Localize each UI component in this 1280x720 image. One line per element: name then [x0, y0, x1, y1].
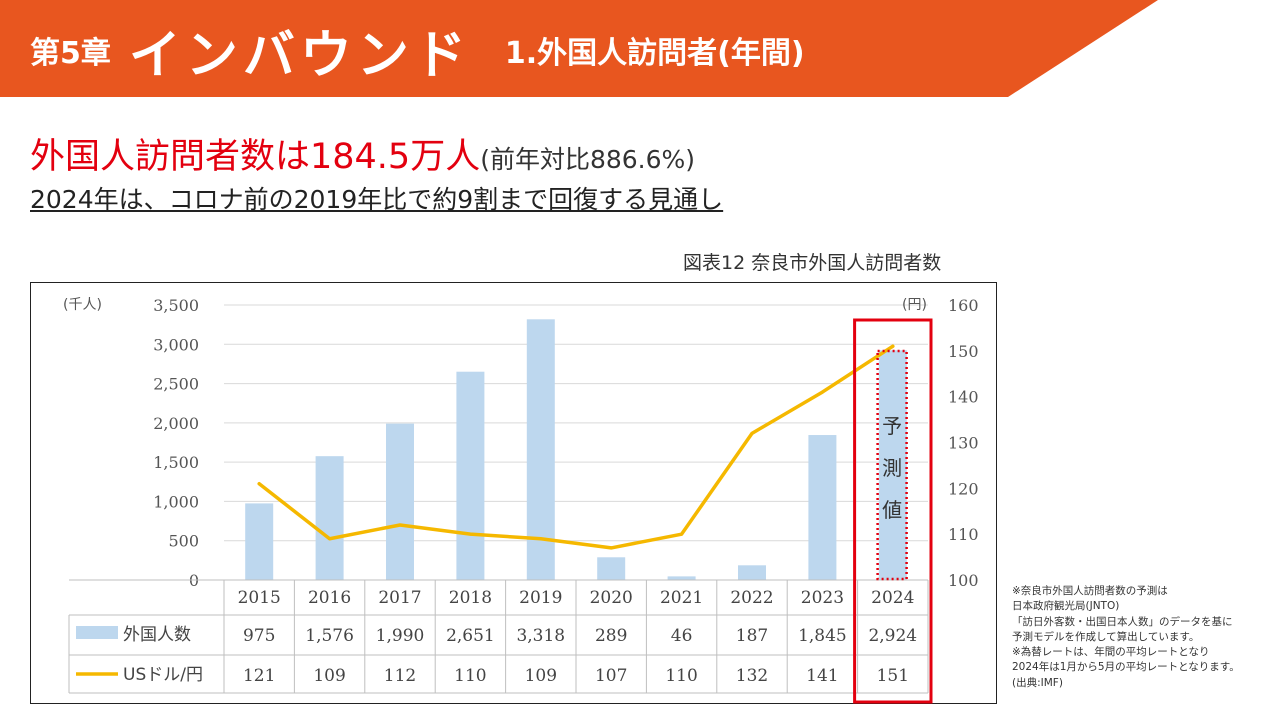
- legend-key-bars: [76, 626, 118, 639]
- table-cell: 975: [243, 626, 275, 646]
- footnote-line: ※為替レートは、年間の平均レートとなり: [1012, 646, 1210, 659]
- line-point: [820, 390, 824, 394]
- bar: [808, 435, 837, 580]
- y-right-tick-label: 160: [948, 296, 979, 315]
- y-right-axis-label: (円): [902, 297, 927, 313]
- footnote-line: 「訪日外客数・出国日本人数」のデータを基に: [1012, 615, 1233, 628]
- header-banner-shape: [0, 0, 1158, 97]
- line-point: [257, 482, 261, 486]
- line-point: [328, 537, 332, 541]
- y-right-tick-label: 100: [948, 571, 979, 590]
- line-point: [680, 532, 684, 536]
- forecast-label-char: 値: [882, 498, 902, 522]
- headline: 外国人訪問者数は184.5万人(前年対比886.6%): [30, 128, 695, 179]
- footnote-line: 2024年は1月から5月の平均レートとなります。: [1012, 661, 1240, 674]
- y-right-tick-label: 140: [948, 388, 979, 407]
- table-cell: 110: [454, 666, 486, 686]
- x-tick-label: 2016: [308, 588, 351, 608]
- exchange-rate-line: [257, 344, 895, 550]
- table-cell: 109: [313, 666, 345, 686]
- forecast-highlight-box: [853, 318, 933, 704]
- footnote-line: ※奈良市外国人訪問者数の予測は: [1012, 585, 1168, 597]
- headline-sub: 2024年は、コロナ前の2019年比で約9割まで回復する見通し: [30, 185, 724, 214]
- table-cell: 1,845: [798, 626, 847, 646]
- line-point: [609, 546, 613, 550]
- x-tick-label: 2019: [519, 588, 562, 608]
- header-banner: 第5章 インバウンド 1.外国人訪問者(年間): [0, 0, 1280, 97]
- bar: [597, 557, 626, 580]
- chapter-title: インバウンド: [128, 25, 471, 86]
- line-point: [750, 431, 754, 435]
- x-tick-label: 2015: [238, 588, 281, 608]
- bar: [878, 350, 907, 580]
- line-point: [539, 537, 543, 541]
- header-text: 第5章 インバウンド 1.外国人訪問者(年間): [30, 10, 805, 90]
- line-point: [891, 344, 895, 348]
- table-cell: 1,576: [305, 626, 354, 646]
- headline-note: (前年対比886.6%): [480, 145, 696, 174]
- table-cell: 107: [595, 666, 627, 686]
- x-tick-label: 2023: [801, 588, 844, 608]
- line-point: [398, 523, 402, 527]
- figure-title: 図表12 奈良市外国人訪問者数: [683, 252, 942, 274]
- x-tick-label: 2022: [730, 588, 773, 608]
- table-cell: 2,651: [446, 626, 495, 646]
- table-cell: 2,924: [868, 626, 917, 646]
- table-cell: 46: [671, 626, 693, 646]
- y-left-tick-label: 1,500: [153, 453, 199, 472]
- footnote-line: 日本政府観光局(JNTO): [1012, 600, 1120, 613]
- y-right-tick-label: 110: [948, 525, 979, 544]
- forecast-label: 予測値: [882, 414, 902, 522]
- chapter-subtitle: 1.外国人訪問者(年間): [504, 36, 805, 71]
- x-tick-label: 2021: [660, 588, 703, 608]
- x-tick-label: 2024: [871, 588, 914, 608]
- chart-frame: 0 500 1,000 1,500 2,000 2,500 3,000 3,500 100 110…: [30, 282, 997, 704]
- y-right-tick-label: 130: [948, 434, 979, 453]
- x-tick-label: 2017: [378, 588, 421, 608]
- footnote-line: 予測モデルを作成して算出しています。: [1012, 630, 1200, 643]
- y-left-tick-label: 500: [168, 532, 199, 551]
- y-left-axis-label: (千人): [63, 297, 102, 313]
- table-cell: 121: [243, 666, 275, 686]
- table-cell: 3,318: [516, 626, 565, 646]
- table-cell: 109: [525, 666, 557, 686]
- x-tick-label: 2020: [590, 588, 633, 608]
- table-cell: 141: [806, 666, 838, 686]
- bar: [738, 565, 766, 580]
- forecast-label-char: 測: [882, 456, 902, 480]
- combo-chart: 05001,0001,5002,0002,5003,0003,500100110…: [63, 296, 979, 704]
- headline-main: 外国人訪問者数は184.5万人: [30, 137, 481, 177]
- table-cell: 187: [736, 626, 768, 646]
- x-tick-label: 2018: [449, 588, 492, 608]
- chapter-number: 第5章: [30, 36, 111, 71]
- forecast-dotted-box: [876, 349, 908, 581]
- y-left-tick-label: 2,500: [153, 375, 199, 394]
- bar: [245, 503, 274, 580]
- footnote-line: (出典:IMF): [1012, 676, 1063, 689]
- forecast-label-char: 予: [882, 414, 902, 438]
- table-cell: 110: [665, 666, 697, 686]
- y-right-tick-label: 120: [948, 479, 979, 498]
- line-point: [468, 532, 472, 536]
- y-left-tick-label: 2,000: [153, 414, 199, 433]
- y-left-tick-label: 1,000: [153, 492, 199, 511]
- bar: [386, 423, 414, 580]
- y-left-tick-label: 3,000: [153, 335, 199, 354]
- y-right-tick-label: 150: [948, 342, 979, 361]
- table-cell: 151: [877, 666, 909, 686]
- footnote: ※奈良市外国人訪問者数の予測は 日本政府観光局(JNTO) 「訪日外客数・出国日本人…: [1012, 584, 1240, 691]
- legend-label-bars: 外国人数: [123, 625, 191, 645]
- y-left-tick-label: 3,500: [153, 296, 199, 315]
- table-cell: 1,990: [376, 626, 425, 646]
- table-cell: 289: [595, 626, 627, 646]
- table-cell: 112: [384, 666, 416, 686]
- bar: [667, 576, 696, 580]
- bar: [456, 371, 485, 580]
- bar: [315, 456, 344, 580]
- legend-label-line: USドル/円: [123, 665, 203, 685]
- table-cell: 132: [736, 666, 768, 686]
